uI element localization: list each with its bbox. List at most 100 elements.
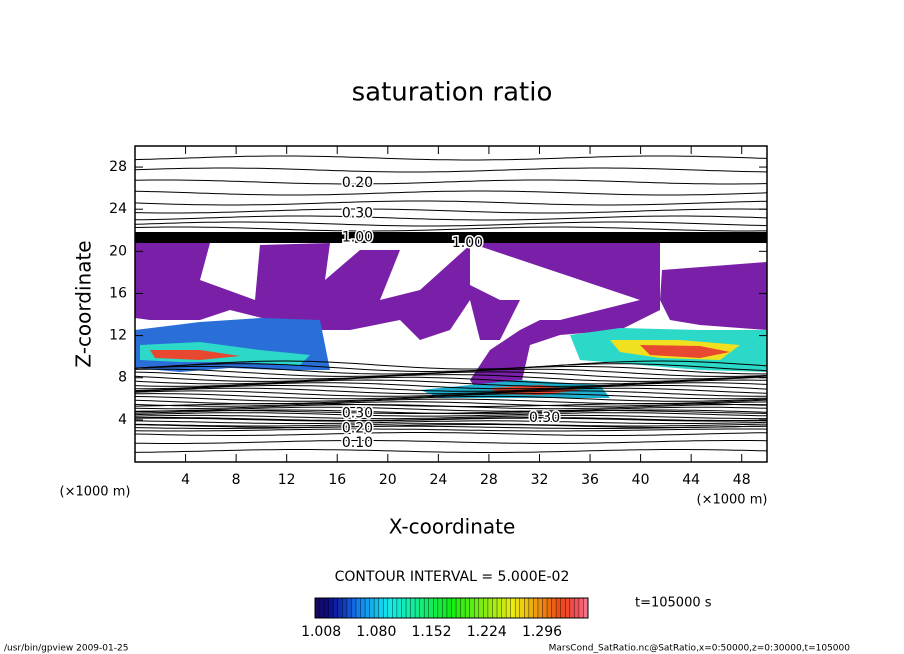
contour-line — [135, 368, 767, 377]
x-unit-label: (×1000 m) — [697, 493, 768, 508]
colorbar-stripe — [351, 598, 357, 618]
colorbar-stripe — [387, 598, 393, 618]
contour-label: 0.30 — [529, 410, 560, 426]
contour-line — [135, 215, 767, 221]
contour-line — [135, 449, 767, 453]
colorbar-stripe — [360, 598, 366, 618]
colorbar-stripe — [392, 598, 398, 618]
colorbar-tick-label: 1.008 — [301, 624, 341, 640]
contour-label: 0.20 — [342, 175, 373, 191]
colorbar-stripe — [355, 598, 361, 618]
colorbar-stripe — [419, 598, 425, 618]
contour-line — [135, 371, 767, 380]
colorbar-tick-label: 1.224 — [467, 624, 507, 640]
contour-line — [135, 221, 767, 227]
contour-line — [135, 200, 767, 206]
colorbar-stripe — [578, 598, 584, 618]
footer-left: /usr/bin/gpview 2009-01-25 — [4, 644, 128, 654]
y-tick-label: 4 — [118, 412, 127, 428]
x-tick-label: 28 — [480, 472, 498, 488]
contour-label: 0.20 — [342, 420, 373, 436]
colorbar-stripe — [451, 598, 457, 618]
colorbar-stripe — [433, 598, 439, 618]
contour-interval: CONTOUR INTERVAL = 5.000E-02 — [335, 569, 570, 585]
contour-line — [135, 410, 767, 414]
contour-label: 1.00 — [452, 235, 483, 251]
colorbar-tick-label: 1.296 — [522, 624, 562, 640]
contour-line — [135, 363, 767, 372]
x-axis-label: X-coordinate — [389, 515, 516, 539]
contour-line — [135, 403, 767, 407]
contour-line — [135, 401, 767, 407]
colorbar-tick-label: 1.152 — [412, 624, 452, 640]
x-tick-label: 24 — [429, 472, 447, 488]
chart-title: saturation ratio — [352, 78, 553, 108]
plot-frame — [134, 145, 768, 463]
y-tick-label: 12 — [109, 328, 127, 344]
contour-label: 1.00 — [342, 230, 373, 246]
colorbar-stripe — [569, 598, 575, 618]
colorbar-stripe — [542, 598, 548, 618]
y-tick-label: 20 — [109, 243, 127, 259]
contour-line — [135, 428, 767, 432]
colorbar-stripe — [497, 598, 502, 618]
contour-label: 0.30 — [342, 406, 373, 422]
y-axis-label: Z-coordinate — [72, 240, 96, 367]
colorbar-stripe — [424, 598, 430, 618]
footer-right: MarsCond_SatRatio.nc@SatRatio,x=0:50000,… — [549, 644, 851, 654]
contour-line — [135, 167, 767, 173]
contour-line — [135, 208, 767, 214]
colorbar-stripe — [478, 598, 484, 618]
colorbar-stripe — [337, 598, 343, 618]
axes: 4 8 12 16 20 24 28 32 36 40 44 484812162024280.200.… — [109, 146, 767, 488]
colorbar-stripe — [519, 598, 525, 618]
time-label: t=105000 s — [635, 596, 712, 611]
colorbar-stripe — [547, 598, 552, 618]
contour-line — [135, 406, 767, 412]
colorbar-stripe — [551, 598, 557, 618]
contour-line — [135, 432, 767, 436]
colorbar-stripe — [365, 598, 370, 618]
x-tick-label: 32 — [531, 472, 549, 488]
colorbar-stripe — [315, 598, 320, 618]
colorbar-stripe — [560, 598, 566, 618]
contour-lines — [135, 155, 767, 453]
y-tick-label: 28 — [109, 159, 127, 175]
colorbar-stripe — [319, 598, 325, 618]
x-tick-label: 40 — [632, 472, 650, 488]
plot-area — [135, 155, 767, 453]
colorbar-frame — [314, 597, 589, 619]
x-tick-label: 48 — [733, 472, 751, 488]
x-tick-label: 4 — [181, 472, 190, 488]
colorbar-stripe — [410, 598, 416, 618]
colorbar-stripe — [565, 598, 571, 618]
contour-line — [135, 420, 767, 425]
colorbar-stripe — [492, 598, 498, 618]
contour-label: 0.30 — [342, 205, 373, 221]
colorbar-stripe — [324, 598, 329, 618]
contour-line — [135, 424, 767, 428]
contour-line — [135, 387, 767, 395]
y-unit-label: (×1000 m) — [60, 485, 131, 500]
colorbar-stripe — [556, 598, 561, 618]
colorbar-stripe — [501, 598, 507, 618]
colorbar-stripe — [469, 598, 475, 618]
contour-line — [135, 395, 767, 402]
colorbar-stripe — [333, 598, 339, 618]
colorbar-stripe — [528, 598, 534, 618]
contour-line — [135, 190, 767, 196]
colorbar-stripe — [533, 598, 539, 618]
x-tick-label: 8 — [232, 472, 241, 488]
colorbar-stripe — [406, 598, 411, 618]
contour-label: 0.10 — [342, 435, 373, 451]
colorbar-tick-label: 1.080 — [356, 624, 396, 640]
contour-line — [135, 374, 767, 382]
x-tick-label: 20 — [379, 472, 397, 488]
colorbar-stripe — [401, 598, 407, 618]
contour-line — [135, 385, 767, 392]
x-tick-label: 44 — [682, 472, 700, 488]
contour-line — [135, 179, 767, 185]
colorbar-stripe — [342, 598, 348, 618]
contour-line — [135, 226, 767, 232]
colorbar-stripe — [487, 598, 493, 618]
